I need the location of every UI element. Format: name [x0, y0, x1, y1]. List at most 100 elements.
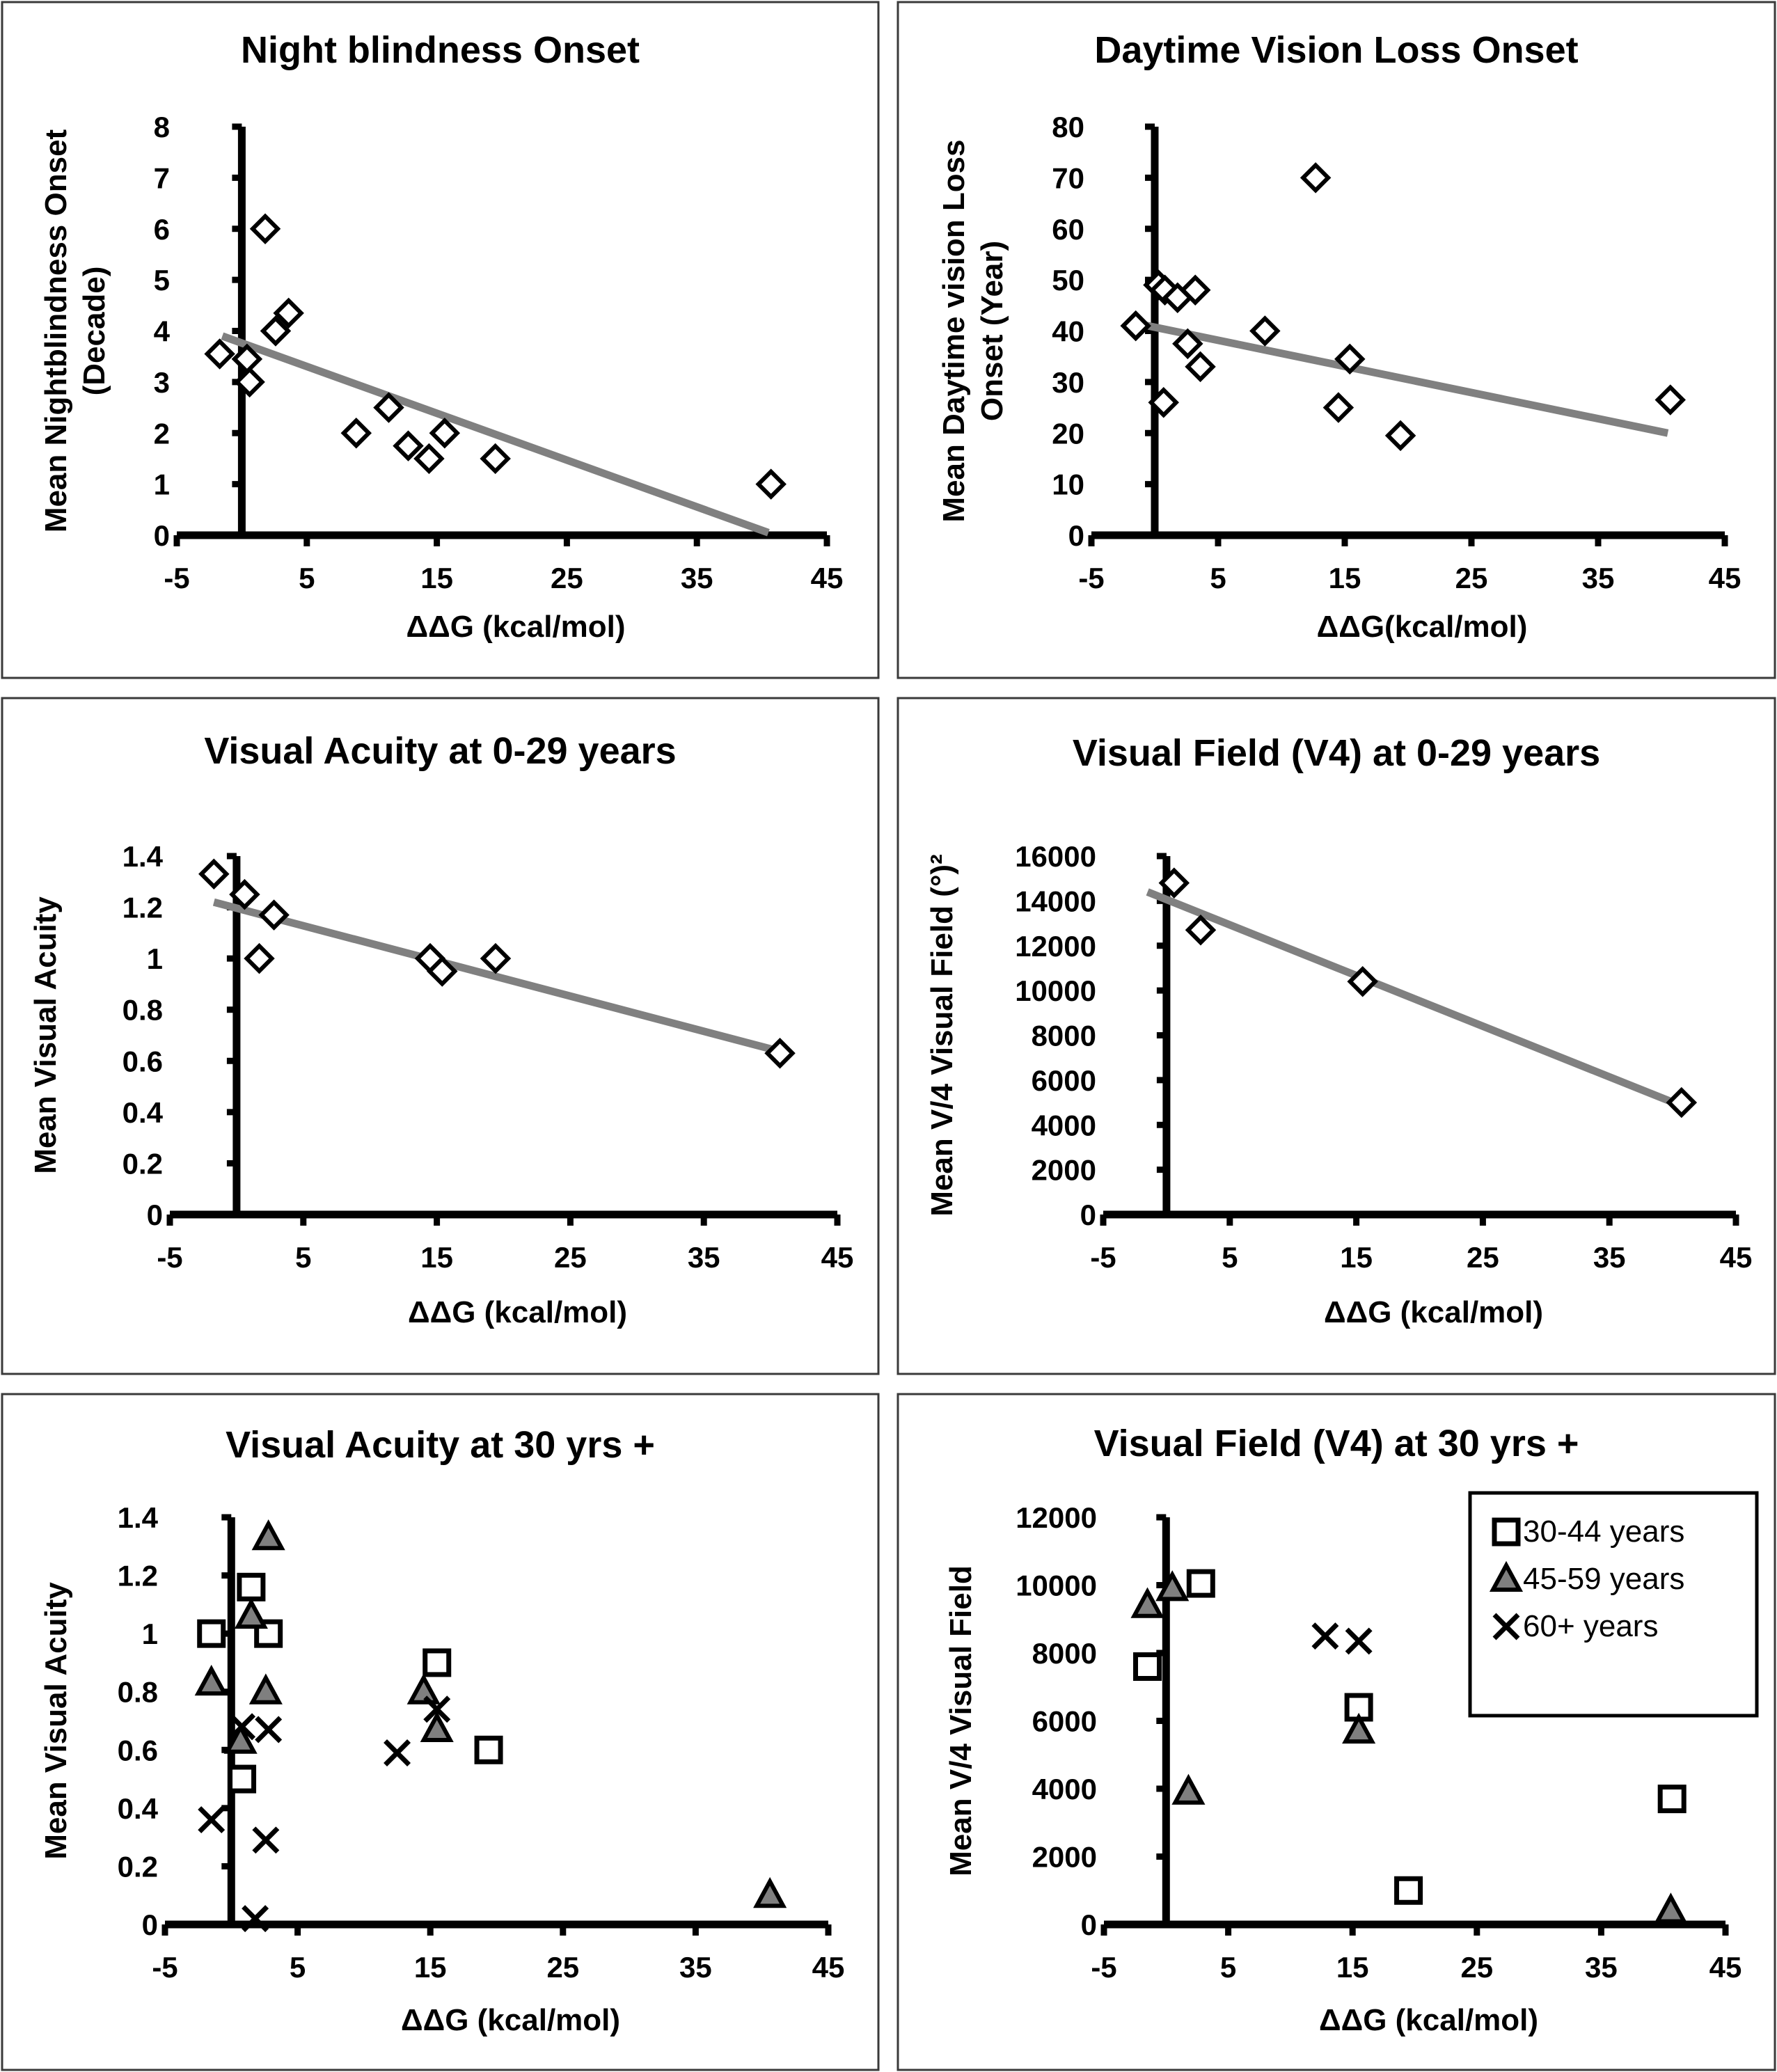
square-marker: [228, 1764, 257, 1794]
chart-panel-visual-acuity-0-29: Visual Acuity at 0-29 years -5 5 15 25 35 45 0 0…: [1, 697, 880, 1375]
y-tick-label: 1.2: [118, 1560, 158, 1592]
x-tick-label: -5: [1090, 1241, 1116, 1274]
y-tick-label: 0.4: [123, 1096, 164, 1129]
diamond-marker: [1148, 386, 1179, 418]
square-marker: [197, 1619, 226, 1648]
diamond-marker: [480, 443, 511, 475]
square-marker: [1394, 1876, 1423, 1905]
y-tick-label: 6: [154, 213, 170, 246]
diamond-marker: [413, 443, 445, 475]
diamond-marker: [373, 392, 404, 423]
y-tick-label: 4000: [1032, 1109, 1096, 1141]
cross-marker: [1311, 1622, 1339, 1650]
y-tick-label: 1.2: [123, 892, 163, 924]
x-tick-label: -5: [164, 562, 189, 594]
y-tick-label: 0: [147, 1199, 163, 1231]
x-tick-label: 45: [821, 1241, 854, 1274]
triangle-marker: [248, 1673, 283, 1705]
series-all: [198, 858, 796, 1069]
y-tick-label: 8000: [1032, 1020, 1096, 1052]
y-tick-label: 2000: [1032, 1154, 1096, 1187]
y-tick-label: 1: [147, 942, 163, 975]
triangle-marker: [194, 1664, 228, 1696]
y-axis-label: Onset (Year): [975, 241, 1009, 421]
y-tick-label: 4000: [1032, 1773, 1097, 1805]
y-tick-label: 10000: [1016, 1569, 1097, 1602]
diamond-marker: [1666, 1086, 1698, 1118]
cross-stroke: [1345, 1627, 1373, 1655]
x-axis-label: ΔΔG (kcal/mol): [406, 610, 625, 644]
series-all: [204, 213, 787, 500]
x-tick-label: -5: [157, 1241, 182, 1274]
legend-label: 30-44 years: [1523, 1515, 1684, 1549]
x-axis-label: ΔΔG (kcal/mol): [408, 1295, 627, 1329]
x-tick-label: 25: [554, 1241, 587, 1274]
diamond-marker: [764, 1038, 796, 1069]
trendline: [1146, 888, 1681, 1109]
x-axis-label: ΔΔG (kcal/mol): [1324, 1295, 1543, 1329]
triangle-marker: [234, 1597, 268, 1629]
cross-marker: [1492, 1613, 1520, 1640]
y-axis-label: Mean V/4 Visual Field (°)²: [925, 854, 959, 1216]
y-tick-label: 0.2: [118, 1850, 158, 1883]
trendline: [1135, 319, 1669, 437]
x-tick-label: 15: [1336, 1951, 1369, 1984]
y-tick-label: 0: [154, 519, 170, 552]
chart-title: Visual Acuity at 30 yrs +: [226, 1424, 655, 1466]
chart-panel-night-blindness: Night blindness Onset-5 5 15 25 35 4501234567…: [1, 1, 880, 679]
y-tick-label: 16000: [1015, 840, 1096, 873]
y-tick-label: 12000: [1015, 930, 1096, 963]
cross-stroke: [255, 1716, 283, 1743]
x-tick-label: 35: [681, 562, 713, 594]
x-tick-label: -5: [1091, 1951, 1116, 1984]
x-tick-label: 45: [811, 562, 844, 594]
y-tick-label: 7: [154, 161, 170, 194]
square-marker: [474, 1735, 503, 1764]
x-tick-label: 5: [1220, 1951, 1236, 1984]
diamond-marker: [1654, 384, 1686, 416]
triangle-marker: [753, 1876, 787, 1908]
square-marker: [1344, 1693, 1373, 1722]
cross-marker: [423, 1695, 451, 1723]
legend-label: 60+ years: [1523, 1609, 1658, 1643]
x-tick-label: 25: [546, 1951, 579, 1984]
diamond-marker: [1172, 328, 1203, 360]
x-tick-label: 25: [1455, 562, 1488, 594]
x-tick-label: 5: [1210, 562, 1226, 594]
y-axis-label: Mean V/4 Visual Field: [944, 1565, 978, 1876]
y-tick-label: 50: [1052, 264, 1084, 296]
diamond-marker: [427, 956, 458, 987]
chart-title: Visual Field (V4) at 0-29 years: [1073, 732, 1600, 774]
x-axis-label: ΔΔG(kcal/mol): [1317, 610, 1528, 644]
x-tick-label: 35: [1582, 562, 1615, 594]
y-tick-label: 1: [154, 468, 170, 501]
x-axis-label: ΔΔG (kcal/mol): [401, 2003, 620, 2037]
triangle-marker: [1155, 1570, 1190, 1602]
y-tick-label: 40: [1052, 315, 1084, 348]
triangle-marker: [1489, 1560, 1524, 1592]
series-60-years: [198, 1695, 451, 1933]
diamond-marker: [1249, 315, 1281, 347]
y-tick-label: 8: [154, 111, 170, 143]
diamond-marker: [1158, 867, 1190, 899]
diamond-marker: [273, 297, 304, 329]
x-tick-label: 15: [420, 562, 453, 594]
legend-label: 45-59 years: [1523, 1562, 1684, 1596]
y-tick-label: 20: [1052, 417, 1084, 450]
y-tick-label: 2: [154, 417, 170, 450]
legend-entry: 30-44 years: [1492, 1515, 1684, 1549]
panel-frame: [897, 697, 1776, 1375]
y-tick-label: 14000: [1015, 885, 1096, 917]
y-tick-label: 0.8: [123, 994, 163, 1027]
y-tick-label: 12000: [1016, 1501, 1097, 1534]
series-all: [1158, 867, 1698, 1118]
diamond-marker: [260, 315, 292, 347]
x-tick-label: 5: [1222, 1241, 1238, 1274]
x-tick-label: 15: [1329, 562, 1361, 594]
y-tick-label: 1.4: [118, 1501, 159, 1534]
cross-stroke: [384, 1739, 411, 1766]
x-tick-label: 45: [1709, 562, 1742, 594]
square-marker: [237, 1572, 266, 1602]
y-tick-label: 0.8: [118, 1676, 158, 1709]
y-tick-label: 0: [1080, 1199, 1096, 1231]
